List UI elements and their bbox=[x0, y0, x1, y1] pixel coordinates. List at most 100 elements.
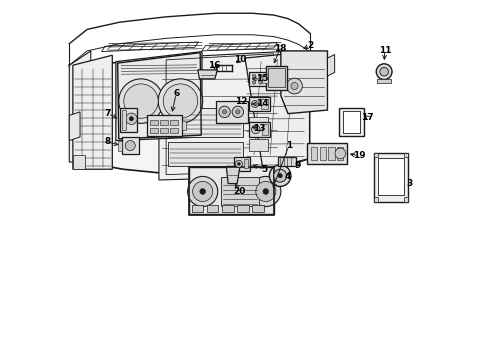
Bar bbox=[248, 117, 269, 130]
Polygon shape bbox=[101, 42, 198, 51]
Bar bbox=[73, 155, 85, 169]
Circle shape bbox=[125, 140, 135, 150]
Circle shape bbox=[274, 169, 287, 182]
Bar bbox=[248, 97, 270, 111]
Circle shape bbox=[238, 162, 240, 165]
Bar bbox=[339, 108, 364, 136]
Text: 14: 14 bbox=[256, 99, 269, 108]
Bar bbox=[171, 120, 178, 126]
Bar bbox=[171, 128, 178, 134]
Text: 11: 11 bbox=[379, 46, 391, 55]
Circle shape bbox=[193, 181, 213, 202]
Polygon shape bbox=[378, 158, 404, 195]
Text: 3: 3 bbox=[406, 179, 413, 188]
Circle shape bbox=[270, 165, 291, 186]
Bar bbox=[337, 147, 343, 160]
Text: 18: 18 bbox=[274, 44, 286, 53]
Text: 4: 4 bbox=[284, 172, 291, 181]
Polygon shape bbox=[374, 153, 408, 202]
Bar bbox=[181, 121, 186, 130]
Polygon shape bbox=[69, 112, 80, 140]
Bar bbox=[261, 99, 269, 109]
Text: 6: 6 bbox=[173, 89, 179, 98]
Circle shape bbox=[251, 176, 281, 207]
Circle shape bbox=[158, 79, 203, 123]
Text: 12: 12 bbox=[235, 97, 247, 106]
Circle shape bbox=[251, 125, 260, 134]
Bar bbox=[262, 124, 268, 135]
Circle shape bbox=[252, 74, 256, 78]
Circle shape bbox=[251, 100, 259, 108]
Bar bbox=[252, 205, 264, 212]
Text: 5: 5 bbox=[262, 165, 268, 174]
Circle shape bbox=[235, 160, 243, 167]
Bar bbox=[147, 115, 181, 136]
Bar bbox=[220, 177, 259, 206]
Bar bbox=[248, 139, 269, 151]
Bar bbox=[245, 159, 248, 168]
Circle shape bbox=[287, 78, 302, 94]
Polygon shape bbox=[202, 42, 277, 51]
Circle shape bbox=[232, 106, 244, 118]
Text: 15: 15 bbox=[256, 75, 269, 84]
Bar bbox=[120, 108, 137, 132]
Bar bbox=[374, 197, 378, 202]
Polygon shape bbox=[327, 54, 335, 76]
Text: 17: 17 bbox=[361, 113, 373, 122]
Circle shape bbox=[219, 106, 230, 118]
Circle shape bbox=[380, 67, 389, 76]
Bar bbox=[268, 68, 285, 87]
Text: 9: 9 bbox=[295, 161, 301, 170]
Bar bbox=[168, 108, 243, 137]
Text: 20: 20 bbox=[233, 187, 246, 196]
Bar bbox=[377, 79, 392, 83]
Bar bbox=[278, 157, 296, 166]
Polygon shape bbox=[116, 51, 202, 140]
Circle shape bbox=[129, 117, 134, 121]
Text: 16: 16 bbox=[208, 61, 221, 70]
Bar bbox=[311, 147, 318, 160]
Bar bbox=[248, 96, 269, 108]
Bar bbox=[262, 75, 268, 83]
Bar bbox=[248, 72, 270, 86]
Circle shape bbox=[200, 189, 205, 194]
Polygon shape bbox=[73, 55, 112, 169]
Circle shape bbox=[252, 81, 256, 84]
Polygon shape bbox=[281, 51, 327, 114]
Bar bbox=[234, 157, 250, 171]
Polygon shape bbox=[69, 51, 91, 162]
Circle shape bbox=[259, 74, 262, 78]
Bar bbox=[248, 122, 270, 137]
Bar bbox=[216, 101, 248, 123]
Text: 10: 10 bbox=[235, 55, 247, 64]
Circle shape bbox=[236, 110, 240, 114]
Circle shape bbox=[163, 84, 197, 118]
Circle shape bbox=[222, 110, 227, 114]
Bar bbox=[237, 205, 248, 212]
Text: 13: 13 bbox=[253, 123, 266, 132]
Bar bbox=[192, 205, 203, 212]
Circle shape bbox=[278, 174, 282, 178]
Circle shape bbox=[256, 181, 276, 202]
Bar bbox=[343, 111, 361, 133]
Bar bbox=[328, 147, 335, 160]
Text: 8: 8 bbox=[105, 138, 111, 147]
Polygon shape bbox=[69, 51, 310, 176]
Bar bbox=[404, 153, 408, 157]
Text: 2: 2 bbox=[307, 41, 314, 50]
Text: 19: 19 bbox=[353, 151, 366, 160]
Polygon shape bbox=[159, 51, 281, 180]
Circle shape bbox=[259, 81, 262, 84]
Bar bbox=[404, 197, 408, 202]
Text: 7: 7 bbox=[105, 109, 111, 118]
Bar bbox=[307, 143, 347, 164]
Circle shape bbox=[263, 189, 269, 194]
Circle shape bbox=[335, 148, 346, 159]
Bar bbox=[118, 140, 122, 150]
Bar bbox=[150, 120, 158, 126]
Bar bbox=[168, 142, 243, 166]
Text: 1: 1 bbox=[286, 141, 292, 150]
Circle shape bbox=[125, 113, 137, 125]
Polygon shape bbox=[245, 51, 310, 169]
Bar bbox=[150, 128, 158, 134]
